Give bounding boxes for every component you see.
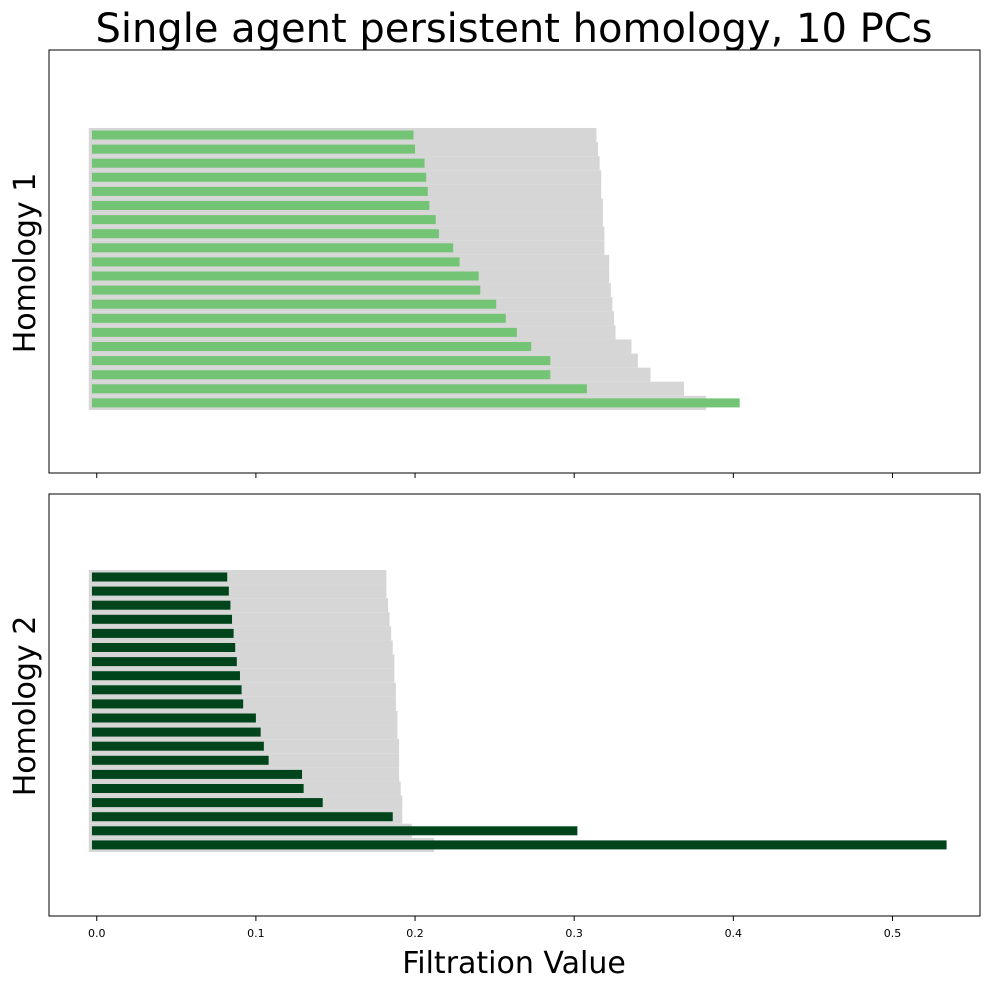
persistence-bar: [91, 685, 242, 695]
x-tick-label: 0.3: [565, 927, 583, 940]
persistence-bar: [91, 755, 269, 765]
persistence-bar: [91, 370, 551, 380]
persistence-bar: [91, 572, 228, 582]
panel-homology-2: 0.0 0.1 0.2 0.3 0.4 0.5 Homology 2: [8, 493, 981, 940]
persistence-bar: [91, 172, 427, 182]
persistence-bar: [91, 713, 256, 723]
panel-homology-1: Homology 1: [8, 49, 981, 478]
x-axis-label: Filtration Value: [402, 946, 626, 981]
x-tick-label: 0.4: [725, 927, 743, 940]
persistence-bar: [91, 628, 234, 638]
persistence-bar: [91, 384, 587, 394]
persistence-bar: [91, 741, 264, 751]
y-axis-label-homology-2: Homology 2: [8, 616, 43, 797]
y-axis-label-homology-1: Homology 1: [8, 173, 43, 354]
chart-title: Single agent persistent homology, 10 PCs: [95, 6, 932, 52]
persistence-bar: [91, 299, 497, 309]
persistence-bar: [91, 699, 244, 709]
persistence-bar: [91, 313, 506, 323]
persistence-bar: [91, 285, 481, 295]
persistence-bar: [91, 186, 428, 196]
persistence-bar: [91, 614, 233, 624]
persistence-bar: [91, 657, 237, 667]
bars-homology-1: [88, 127, 740, 410]
persistence-bar: [91, 671, 240, 681]
persistence-bar: [91, 201, 430, 210]
persistence-bar: [91, 643, 236, 652]
persistence-bar: [91, 342, 532, 351]
persistence-bar: [91, 398, 740, 408]
bars-homology-2: [88, 569, 947, 852]
persistence-bar: [91, 784, 304, 793]
persistence-bar: [91, 229, 439, 239]
persistence-bar: [91, 356, 551, 366]
persistence-bar: [91, 144, 416, 154]
persistence-bar: [91, 840, 947, 850]
persistence-bar: [91, 586, 229, 596]
x-tick-label: 0.1: [247, 927, 265, 940]
persistence-bar: [91, 600, 231, 610]
x-tick-label: 0.5: [884, 927, 902, 940]
persistence-bar: [91, 158, 425, 168]
axes-frame-homology-2: [48, 493, 981, 917]
persistence-bar: [91, 798, 323, 808]
persistence-bar: [91, 215, 436, 225]
axes-frame-homology-1: [48, 49, 981, 474]
x-tick-label: 0.0: [88, 927, 106, 940]
persistence-bar: [91, 271, 479, 281]
persistence-bar: [91, 727, 261, 737]
persistence-bar: [91, 130, 414, 140]
x-ticks-homology-1: [96, 473, 893, 478]
x-tick-label: 0.2: [406, 927, 424, 940]
x-ticks-homology-2: 0.0 0.1 0.2 0.3 0.4 0.5: [88, 916, 901, 940]
persistence-bar: [91, 812, 393, 822]
persistence-bar: [91, 769, 303, 779]
persistence-bar: [91, 257, 460, 267]
persistence-bar: [91, 243, 454, 253]
persistence-bar: [91, 826, 578, 836]
persistence-bar: [91, 327, 517, 337]
